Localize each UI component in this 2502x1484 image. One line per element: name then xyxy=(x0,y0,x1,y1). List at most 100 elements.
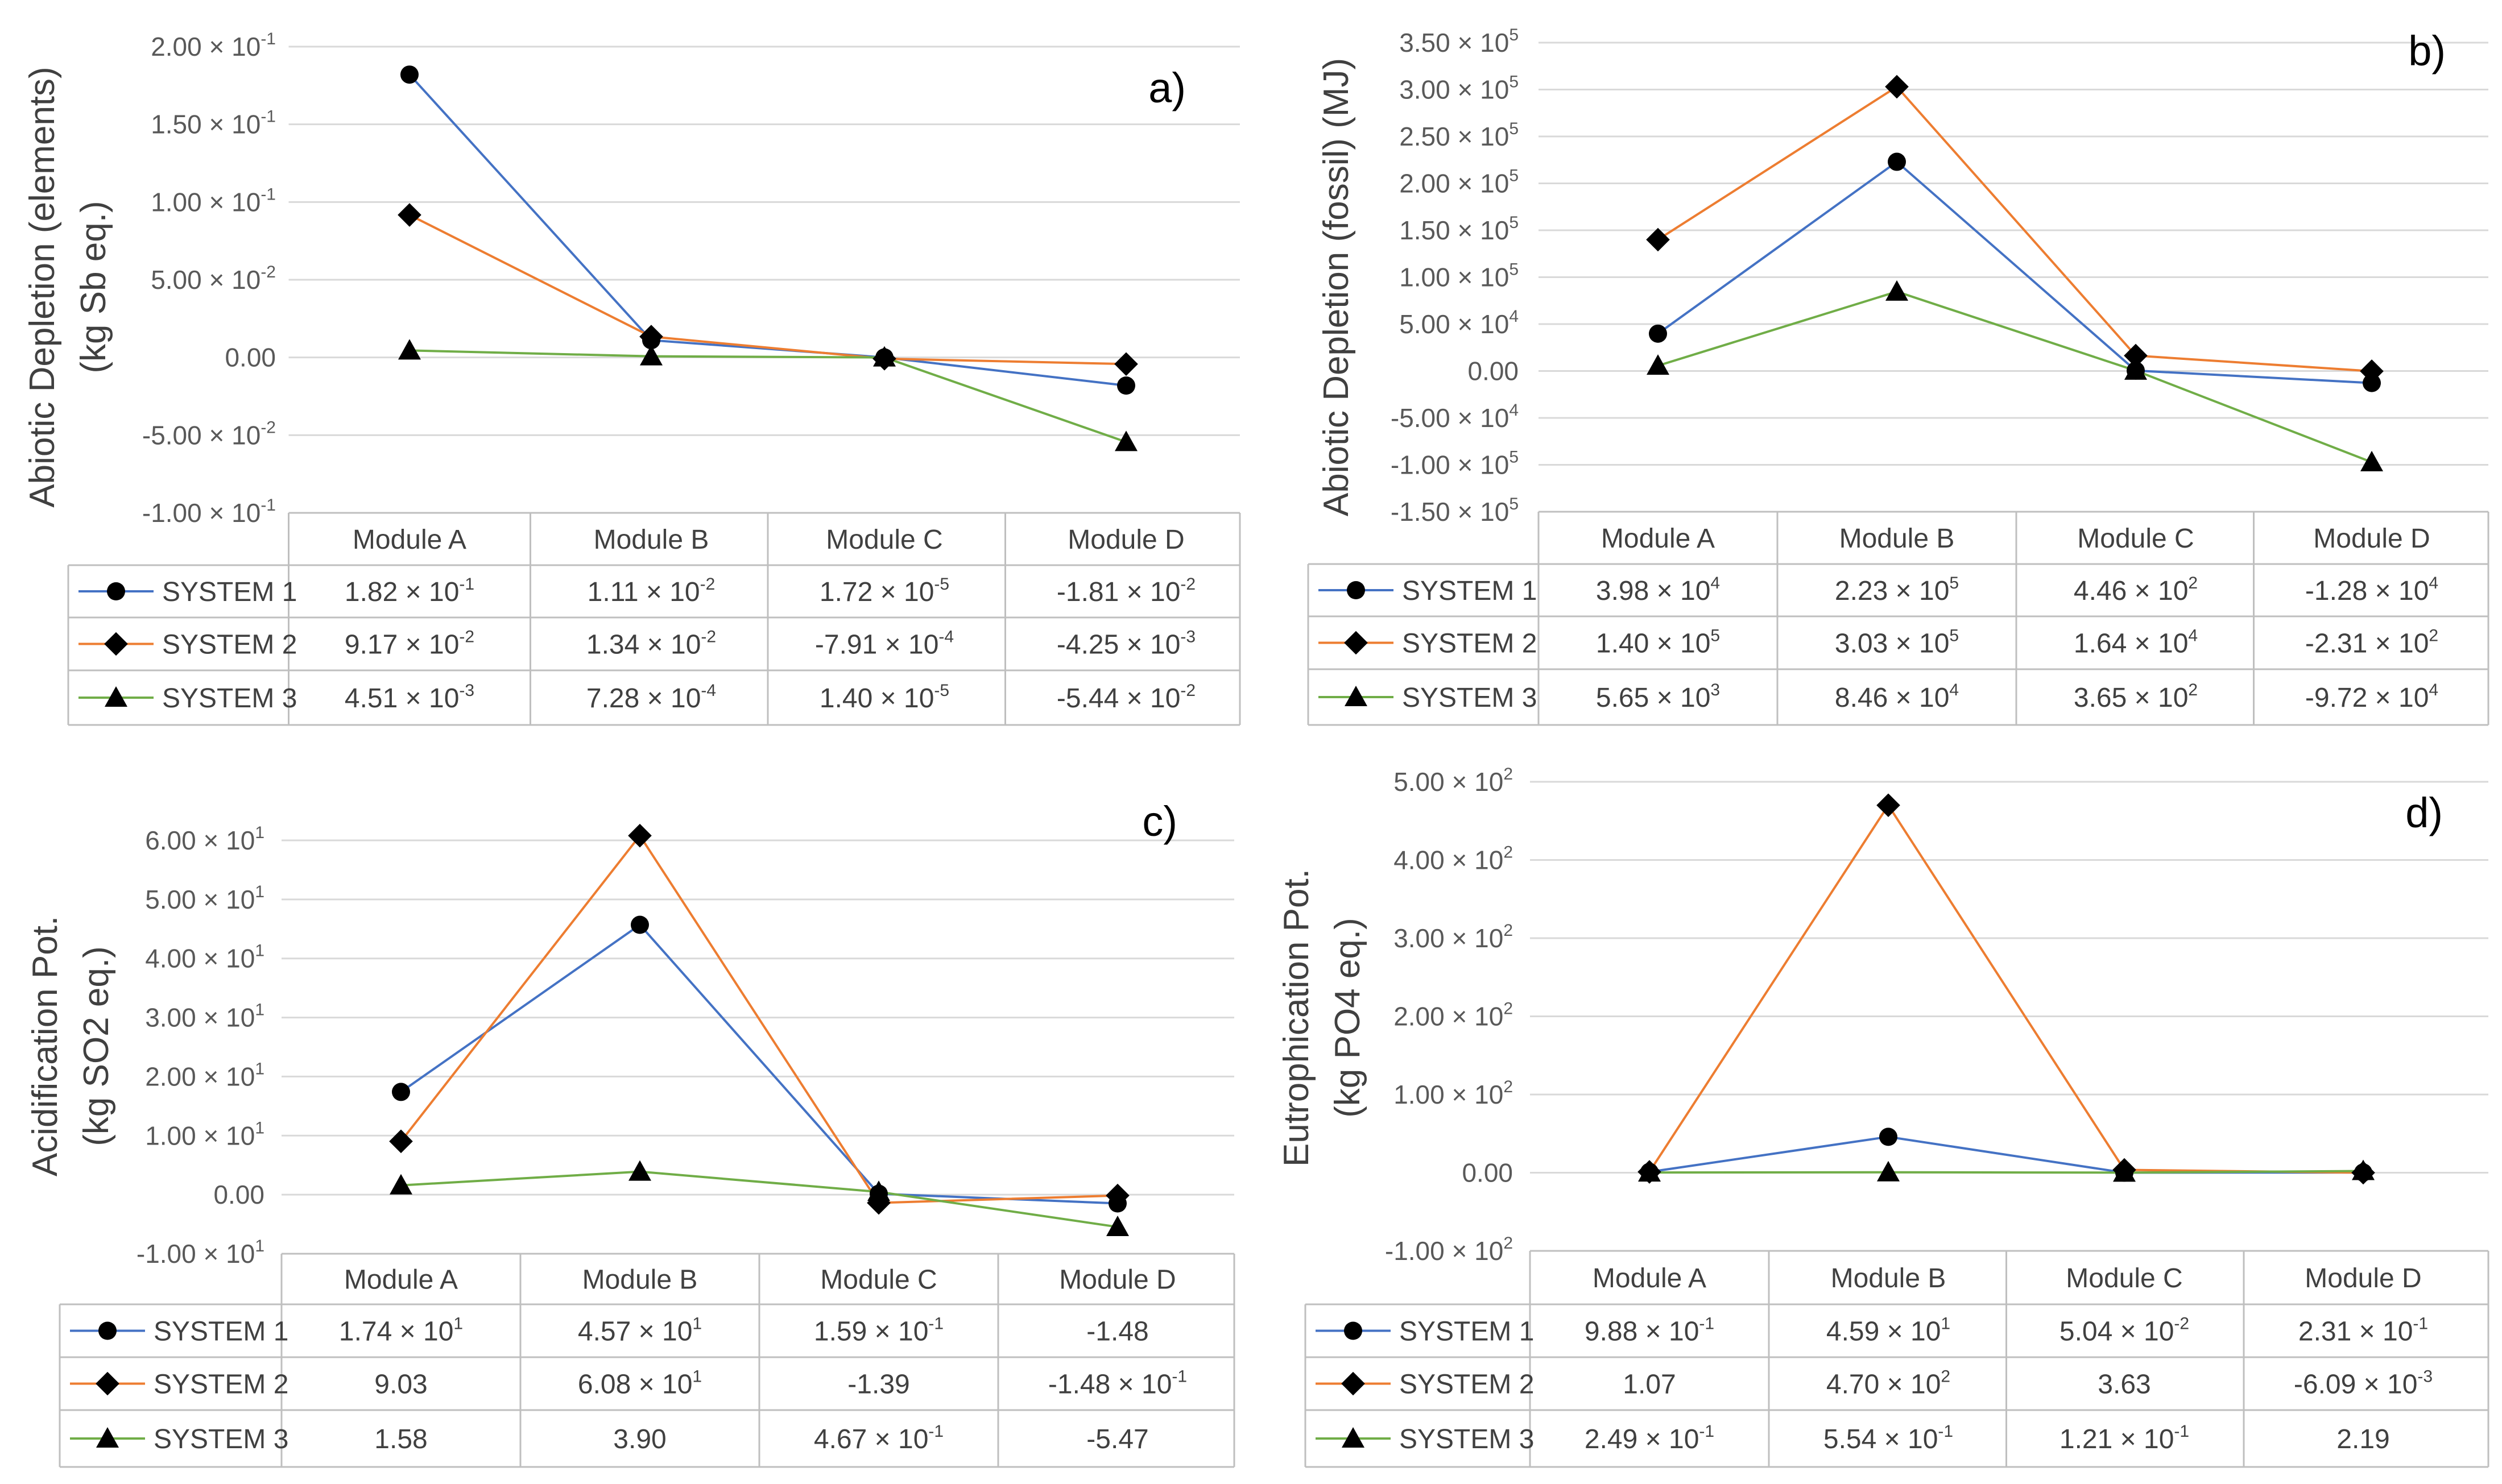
table-value-cell: 3.98 × 104 xyxy=(1596,574,1720,606)
panel-letter: a) xyxy=(1148,64,1186,111)
table-value-cell-base: 5.54 × 10 xyxy=(1823,1424,1938,1454)
y-tick-label-base: 2.00 × 10 xyxy=(151,32,260,61)
y-tick-label-exp: 5 xyxy=(1509,495,1519,513)
y-tick-label: -1.00 × 10-1 xyxy=(142,496,276,528)
data-point-system-2 xyxy=(867,1191,891,1215)
y-tick-label-base: 0.00 xyxy=(225,343,276,372)
y-tick-label: 1.50 × 105 xyxy=(1399,213,1519,245)
data-point-system-1 xyxy=(400,65,419,84)
y-tick-label: 1.00 × 102 xyxy=(1393,1077,1513,1109)
data-point-system-3 xyxy=(640,345,663,366)
y-tick-label: 0.00 xyxy=(213,1180,264,1209)
table-value-cell-base: 2.49 × 10 xyxy=(1585,1424,1699,1454)
legend-marker xyxy=(96,1427,119,1448)
data-point-system-2 xyxy=(639,325,663,349)
y-tick-label-exp: 5 xyxy=(1509,26,1519,44)
table-value-cell: 3.90 xyxy=(613,1424,666,1454)
table-value-cell: -1.81 × 10-2 xyxy=(1057,575,1196,607)
data-point-system-2 xyxy=(1885,74,1909,99)
legend-marker xyxy=(1342,1427,1364,1448)
data-point-system-3 xyxy=(873,346,896,367)
table-value-cell-base: 1.21 × 10 xyxy=(2060,1424,2174,1454)
table-value-cell: -9.72 × 104 xyxy=(2305,681,2438,713)
data-table: Module A Module B Module C Module D SYSTEM 1… xyxy=(59,1253,1235,1468)
data-point-system-2 xyxy=(1106,1183,1130,1208)
y-tick-label: 1.00 × 10-1 xyxy=(151,185,276,217)
table-value-cell-exp: 4 xyxy=(1710,574,1720,592)
table-value-cell-exp: -1 xyxy=(1699,1315,1714,1333)
y-tick-label-base: 6.00 × 10 xyxy=(145,826,255,855)
data-point-system-1 xyxy=(392,1083,410,1101)
table-value-cell-base: 3.63 xyxy=(2098,1370,2151,1400)
y-tick-label-base: 5.00 × 10 xyxy=(151,265,260,295)
table-value-cell: -7.91 × 10-4 xyxy=(815,628,954,660)
table-value-cell: 4.67 × 10-1 xyxy=(814,1422,944,1454)
legend-series-name: SYSTEM 1 xyxy=(1399,1317,1534,1347)
y-tick-label: 1.50 × 10-1 xyxy=(151,107,276,139)
y-tick-label-base: -1.50 × 10 xyxy=(1391,497,1509,527)
y-tick-label: 3.00 × 102 xyxy=(1393,921,1513,953)
legend-marker xyxy=(1347,581,1365,599)
table-value-cell: -2.31 × 102 xyxy=(2305,627,2438,659)
legend-series-name: SYSTEM 1 xyxy=(1402,576,1537,606)
table-value-cell-base: 8.46 × 10 xyxy=(1835,683,1950,713)
legend-marker xyxy=(1341,1371,1365,1396)
data-point-system-3 xyxy=(1877,1160,1900,1182)
table-value-cell: -4.25 × 10-3 xyxy=(1057,628,1196,660)
data-table: Module A Module B Module C Module D SYSTEM 1… xyxy=(1307,511,2489,726)
y-tick-label: 3.50 × 105 xyxy=(1399,26,1519,57)
data-point-system-1 xyxy=(1879,1127,1897,1146)
y-tick-label-exp: 1 xyxy=(255,1001,264,1019)
table-header-cell: Module B xyxy=(1839,524,1955,554)
y-tick-label-base: -1.00 × 10 xyxy=(1385,1236,1503,1266)
table-value-cell: 1.72 × 10-5 xyxy=(820,575,949,607)
y-tick-label-exp: 1 xyxy=(255,1059,264,1078)
y-axis-label: (kg Sb eq.) xyxy=(74,201,113,373)
series-line-system-2 xyxy=(409,214,1127,366)
table-value-cell-exp: 1 xyxy=(453,1315,463,1333)
table-value-cell: 1.21 × 10-1 xyxy=(2060,1422,2189,1454)
table-value-cell: 2.31 × 10-1 xyxy=(2298,1315,2428,1347)
y-tick-label-exp: 4 xyxy=(1509,401,1519,420)
table-value-cell-base: -5.44 × 10 xyxy=(1057,683,1181,714)
table-header-cell: Module C xyxy=(2066,1263,2182,1294)
table-value-cell-exp: 2 xyxy=(2188,574,2198,592)
table-value-cell: 4.51 × 10-3 xyxy=(345,681,474,714)
y-tick-label-base: 5.00 × 10 xyxy=(1399,309,1509,339)
y-tick-label: 4.00 × 102 xyxy=(1393,843,1513,875)
y-tick-label-exp: 2 xyxy=(1503,1234,1513,1253)
panel-letter: b) xyxy=(2408,27,2446,74)
table-value-cell-exp: 2 xyxy=(2188,681,2198,699)
data-point-system-2 xyxy=(398,203,421,227)
y-tick-label: -1.50 × 105 xyxy=(1391,495,1519,527)
table-header-cell: Module D xyxy=(2313,524,2430,554)
series-line-system-1 xyxy=(408,73,1127,387)
y-tick-label-base: 5.00 × 10 xyxy=(145,885,255,914)
table-value-cell: 3.65 × 102 xyxy=(2074,681,2198,713)
y-tick-label-base: 3.50 × 10 xyxy=(1399,28,1509,57)
y-tick-label-exp: 2 xyxy=(1503,843,1513,862)
y-axis-label: (kg PO4 eq.) xyxy=(1328,918,1367,1117)
series-line-system-3 xyxy=(409,349,1127,443)
series-line-system-3 xyxy=(400,1170,1118,1228)
table-value-cell-exp: 2 xyxy=(1941,1367,1950,1386)
table-value-cell-base: 1.34 × 10 xyxy=(586,630,701,660)
table-value-cell: 2.23 × 105 xyxy=(1835,574,1959,606)
table-value-cell-exp: -2 xyxy=(700,575,716,594)
table-value-cell-exp: 4 xyxy=(2429,574,2438,592)
y-tick-label-base: 3.00 × 10 xyxy=(1399,75,1509,105)
y-tick-label: 5.00 × 101 xyxy=(145,882,264,914)
table-header-cell: Module D xyxy=(2305,1263,2421,1294)
table-value-cell-base: 5.65 × 10 xyxy=(1596,683,1711,713)
table-value-cell-exp: -2 xyxy=(2174,1315,2189,1333)
table-value-cell-exp: -2 xyxy=(1180,681,1196,700)
table-value-cell: 9.03 xyxy=(374,1370,427,1400)
table-value-cell-exp: -1 xyxy=(459,575,474,594)
table-header-cell: Module D xyxy=(1068,525,1184,555)
y-tick-label: 4.00 × 101 xyxy=(145,942,264,973)
table-value-cell: 5.54 × 10-1 xyxy=(1823,1422,1953,1454)
y-tick-label-exp: 5 xyxy=(1509,73,1519,92)
table-value-cell: 4.70 × 102 xyxy=(1826,1367,1950,1400)
y-tick-label-exp: -1 xyxy=(260,496,276,515)
legend-series-name: SYSTEM 3 xyxy=(162,683,297,714)
